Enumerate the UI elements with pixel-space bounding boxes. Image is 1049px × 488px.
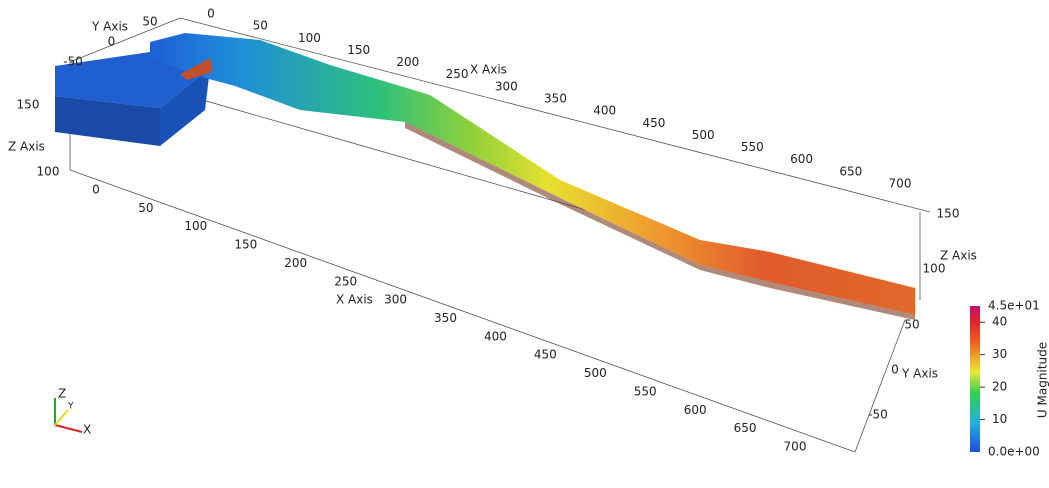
orientation-x: X [83, 423, 91, 437]
orientation-y: Y [67, 402, 74, 412]
z-tick-label-right: 100 [923, 262, 946, 276]
x-axis-label-top: X Axis [470, 63, 507, 77]
y-axis-label-left: Y Axis [91, 20, 128, 34]
y-axis-label-right: Y Axis [901, 367, 938, 381]
x-tick-label-top: 100 [298, 31, 321, 45]
x-tick-label-bottom: 450 [534, 348, 557, 362]
z-axis-label-right: Z Axis [940, 249, 977, 263]
x-tick-label-bottom: 650 [734, 421, 757, 435]
x-tick-label-bottom: 50 [138, 201, 153, 215]
x-tick-label-top: 600 [790, 152, 813, 166]
x-tick-label-top: 550 [741, 140, 764, 154]
x-tick-label-top: 300 [495, 79, 518, 93]
y-tick-label-right: 50 [904, 318, 919, 332]
colorbar-tick-label: 30 [992, 347, 1007, 361]
orientation-z: Z [58, 387, 66, 401]
y-tick-label-right: 0 [891, 363, 899, 377]
colorbar-max: 4.5e+01 [988, 299, 1040, 313]
colorbar-tick-label: 20 [992, 380, 1007, 394]
x-tick-label-bottom: 150 [234, 238, 257, 252]
x-tick-label-top: 0 [207, 7, 215, 21]
y-tick-label-left: 50 [142, 15, 157, 29]
x-tick-label-top: 250 [446, 67, 469, 81]
x-tick-label-top: 450 [642, 116, 665, 130]
colorbar-tick-label: 40 [992, 315, 1007, 329]
colorbar [970, 306, 980, 452]
x-axis-label-bottom: X Axis [336, 293, 373, 307]
x-tick-label-bottom: 600 [684, 403, 707, 417]
x-tick-label-top: 50 [253, 19, 268, 33]
x-tick-label-bottom: 100 [184, 219, 207, 233]
z-axis-label-left: Z Axis [8, 140, 45, 154]
colorbar-title: U Magnitude [1036, 342, 1049, 418]
colorbar-min: 0.0e+00 [988, 445, 1040, 459]
bounding-box [69, 17, 931, 453]
x-tick-label-top: 150 [347, 43, 370, 57]
z-tick-label-left: 150 [17, 98, 40, 112]
spillway-model [55, 33, 915, 320]
x-tick-label-bottom: 0 [92, 183, 100, 197]
x-tick-label-bottom: 550 [634, 384, 657, 398]
x-tick-label-top: 200 [396, 55, 419, 69]
y-tick-label-left: 0 [108, 35, 116, 49]
x-tick-label-bottom: 250 [334, 274, 357, 288]
colorbar-tick-label: 10 [992, 412, 1007, 426]
x-tick-label-bottom: 200 [284, 256, 307, 270]
x-tick-label-bottom: 700 [784, 440, 807, 454]
z-tick-label-right: 150 [937, 207, 960, 221]
orientation-axes: Z Y X [54, 387, 91, 437]
x-tick-label-top: 400 [593, 104, 616, 118]
x-tick-label-bottom: 400 [484, 329, 507, 343]
z-tick-label-left: 100 [37, 165, 60, 179]
x-tick-label-bottom: 350 [434, 311, 457, 325]
x-tick-label-bottom: 500 [584, 366, 607, 380]
y-tick-label-left: -50 [63, 55, 83, 69]
y-tick-label-right: -50 [868, 408, 888, 422]
x-tick-label-top: 500 [692, 128, 715, 142]
x-tick-label-bottom: 300 [384, 293, 407, 307]
x-tick-label-top: 700 [889, 177, 912, 191]
x-tick-label-top: 350 [544, 92, 567, 106]
x-tick-label-top: 650 [839, 164, 862, 178]
